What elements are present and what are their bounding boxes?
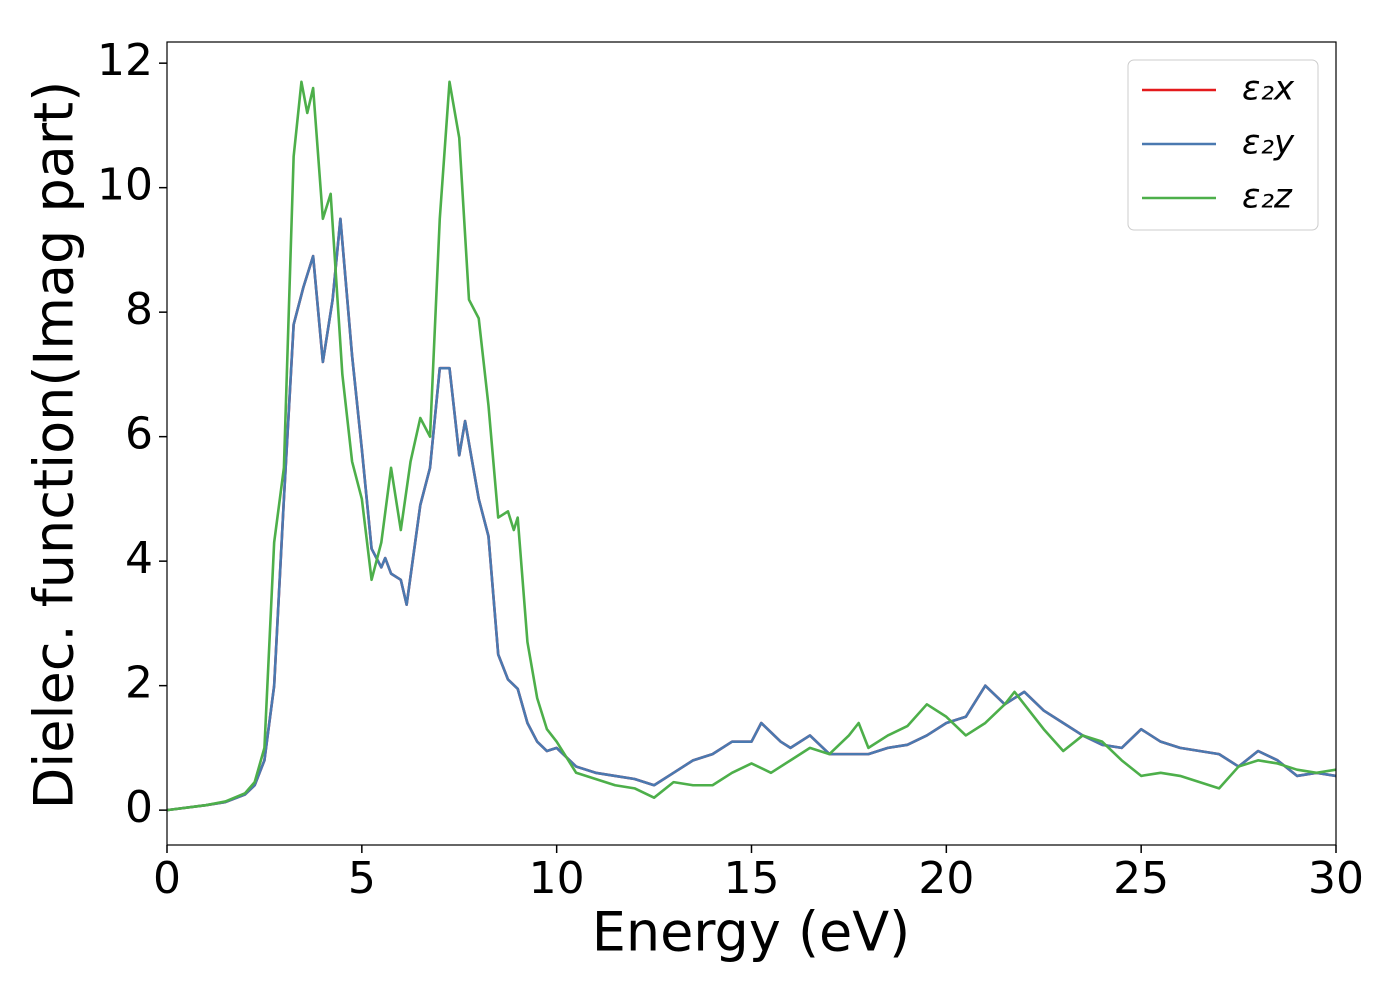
legend-label: ε₂x	[1242, 69, 1295, 109]
y-tick-label: 4	[125, 533, 153, 584]
x-tick-label: 0	[153, 853, 181, 904]
x-tick-label: 5	[348, 853, 376, 904]
legend-box	[1127, 59, 1319, 231]
x-tick-label: 10	[529, 853, 585, 904]
y-tick-label: 8	[125, 284, 153, 335]
x-tick-label: 20	[918, 853, 974, 904]
x-axis-label: Energy (eV)	[592, 901, 911, 964]
series-line	[167, 217, 1336, 812]
legend-label: ε₂y	[1242, 123, 1295, 163]
plot-frame	[166, 41, 1337, 846]
y-tick-label: 0	[125, 782, 153, 833]
y-tick-label: 6	[125, 409, 153, 460]
x-tick-label: 30	[1308, 853, 1364, 904]
x-tick-label: 25	[1113, 853, 1169, 904]
legend-label: ε₂z	[1242, 177, 1293, 217]
y-tick-label: 12	[97, 35, 153, 86]
y-tick-label: 10	[97, 160, 153, 211]
x-tick-label: 15	[724, 853, 780, 904]
series-line	[167, 80, 1336, 812]
y-axis-label: Dielec. function(Imag part)	[23, 81, 86, 810]
y-tick-label: 2	[125, 658, 153, 709]
series-line	[167, 217, 1336, 812]
